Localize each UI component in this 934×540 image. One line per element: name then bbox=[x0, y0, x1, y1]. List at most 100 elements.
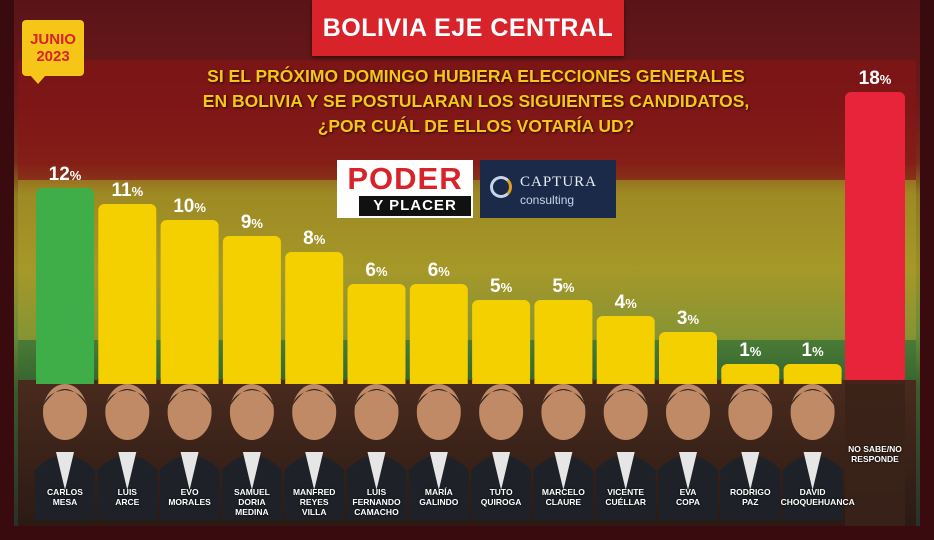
candidate-name-line: MARÍA bbox=[424, 487, 453, 497]
bar-1 bbox=[36, 188, 94, 384]
bar-4 bbox=[222, 236, 281, 384]
bar-11 bbox=[659, 332, 717, 384]
candidate-portrait-icon bbox=[782, 384, 843, 520]
candidate-name-line: EVO bbox=[180, 487, 199, 497]
candidate-name-line: LUIS bbox=[117, 487, 137, 497]
candidate-portrait-icon bbox=[658, 384, 718, 520]
bar-base-14 bbox=[845, 380, 905, 526]
candidate-portrait-icon bbox=[284, 384, 345, 520]
candidate-name-12: RODRIGO PAZ bbox=[718, 487, 782, 507]
candidate-name-line: VILLA bbox=[301, 507, 327, 517]
candidate-name-line: REYES bbox=[299, 497, 329, 507]
bar-base-5 bbox=[285, 380, 344, 384]
candidate-name-line: NO SABE/NO bbox=[848, 444, 902, 454]
candidate-portrait-icon bbox=[159, 384, 220, 520]
bar-base-11 bbox=[659, 380, 717, 384]
candidate-name-7: MARÍA GALINDO bbox=[407, 487, 471, 507]
candidate-portrait-icon bbox=[35, 384, 95, 520]
candidate-name-line: COPA bbox=[676, 497, 700, 507]
bar-12 bbox=[721, 364, 780, 384]
candidate-portrait-icon bbox=[408, 384, 469, 520]
candidate-name-8: TUTO QUIROGA bbox=[469, 487, 533, 507]
candidate-name-line: TUTO bbox=[489, 487, 513, 497]
candidate-name-line: LUIS bbox=[366, 487, 387, 497]
candidate-name-5: MANFRED REYES VILLA bbox=[282, 487, 346, 517]
bar-base-3 bbox=[160, 380, 219, 384]
candidate-name-1: CARLOS MESA bbox=[33, 487, 97, 507]
bar-base-12 bbox=[721, 380, 780, 384]
candidate-name-line: DORIA bbox=[238, 497, 266, 507]
bar-base-9 bbox=[534, 380, 593, 384]
candidate-name-line: DAVID bbox=[799, 487, 826, 497]
value-label-8: 5% bbox=[490, 276, 513, 297]
value-label-2: 11% bbox=[111, 180, 143, 201]
candidate-portrait-icon bbox=[720, 384, 781, 520]
value-label-13: 1% bbox=[802, 340, 825, 361]
bar-base-1 bbox=[36, 380, 94, 384]
candidate-name-line: MESA bbox=[52, 497, 78, 507]
bar-base-4 bbox=[222, 380, 281, 384]
candidate-name-9: MARCELO CLAURE bbox=[531, 487, 595, 507]
candidate-portrait-icon bbox=[346, 384, 407, 520]
bar-14 bbox=[845, 92, 905, 384]
candidate-name-2: LUIS ARCE bbox=[95, 487, 159, 507]
candidate-name-14: NO SABE/NO RESPONDE bbox=[843, 444, 907, 464]
question-line-2: EN BOLIVIA Y SE POSTULARAN LOS SIGUIENTE… bbox=[202, 91, 750, 111]
bar-base-10 bbox=[596, 380, 655, 384]
candidate-portrait-icon bbox=[533, 384, 594, 520]
candidate-portrait-icon bbox=[595, 384, 656, 520]
value-label-10: 4% bbox=[615, 292, 638, 313]
candidate-portrait-icon bbox=[221, 384, 282, 520]
candidate-name-13: DAVID CHOQUEHUANCA bbox=[781, 487, 855, 507]
value-label-11: 3% bbox=[677, 308, 700, 329]
poder-logo-line2: Y PLACER bbox=[359, 196, 471, 216]
value-label-12: 1% bbox=[739, 340, 762, 361]
candidate-name-line: MEDINA bbox=[235, 507, 269, 517]
date-badge: JUNIO 2023 bbox=[22, 20, 84, 84]
bar-7 bbox=[409, 284, 468, 384]
bar-10 bbox=[596, 316, 655, 384]
candidate-name-3: EVO MORALES bbox=[158, 487, 222, 507]
header-title: BOLIVIA EJE CENTRAL bbox=[322, 13, 614, 42]
value-label-6: 6% bbox=[365, 260, 388, 281]
candidate-name-line: QUIROGA bbox=[480, 497, 522, 507]
bar-5 bbox=[285, 252, 344, 384]
candidate-name-line: CARLOS bbox=[47, 487, 83, 497]
candidate-name-line: MARCELO bbox=[541, 487, 585, 497]
value-label-7: 6% bbox=[428, 260, 451, 281]
candidate-name-line: MANFRED bbox=[292, 487, 336, 497]
bar-base-6 bbox=[347, 380, 406, 384]
captura-logo-line2: consulting bbox=[520, 193, 575, 207]
poder-y-placer-logo: PODER Y PLACER bbox=[337, 160, 473, 218]
question-line-3: ¿POR CUÁL DE ELLOS VOTARÍA UD? bbox=[317, 116, 635, 136]
bar-2 bbox=[98, 204, 157, 384]
candidate-name-line: VICENTE bbox=[607, 487, 645, 497]
candidate-name-line: ARCE bbox=[115, 497, 140, 507]
value-label-4: 9% bbox=[241, 212, 264, 233]
bar-9 bbox=[534, 300, 593, 384]
candidate-name-6: LUIS FERNANDO CAMACHO bbox=[345, 487, 409, 517]
candidate-name-line: RESPONDE bbox=[851, 454, 899, 464]
poder-logo-line1: PODER bbox=[347, 161, 463, 196]
bar-base-2 bbox=[98, 380, 157, 384]
value-label-3: 10% bbox=[173, 196, 206, 217]
candidate-name-11: EVA COPA bbox=[656, 487, 720, 507]
bar-base-8 bbox=[472, 380, 531, 384]
candidate-name-line: MORALES bbox=[168, 497, 211, 507]
candidate-name-4: SAMUEL DORIA MEDINA bbox=[220, 487, 284, 517]
candidate-name-line: CLAURE bbox=[545, 497, 582, 507]
value-label-14: 18% bbox=[859, 68, 892, 89]
question-line-1: SI EL PRÓXIMO DOMINGO HUBIERA ELECCIONES… bbox=[207, 66, 745, 86]
bar-base-7 bbox=[409, 380, 468, 384]
value-label-5: 8% bbox=[303, 228, 326, 249]
candidate-name-line: FERNANDO bbox=[352, 497, 401, 507]
candidate-name-line: EVA bbox=[679, 487, 697, 497]
candidate-name-line: GALINDO bbox=[419, 497, 459, 507]
captura-logo-line1: CAPTURA bbox=[520, 174, 598, 190]
candidate-portrait-icon bbox=[97, 384, 158, 520]
candidate-name-line: PAZ bbox=[742, 497, 759, 507]
candidate-name-line: SAMUEL bbox=[233, 487, 270, 497]
candidate-portrait-icon bbox=[471, 384, 532, 520]
value-label-1: 12% bbox=[49, 164, 82, 185]
